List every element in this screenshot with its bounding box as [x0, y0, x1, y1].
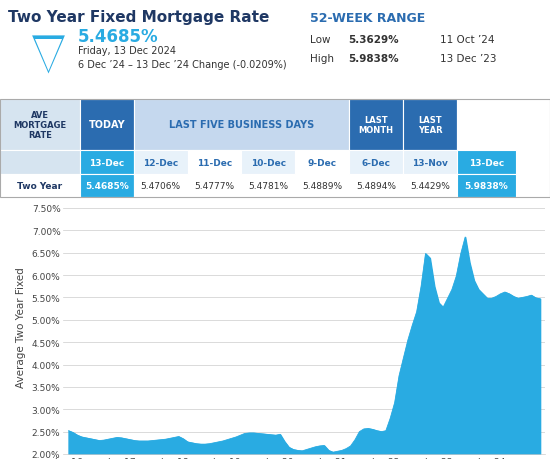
Bar — [0, 175, 80, 197]
Bar — [403, 175, 457, 197]
Text: 5.9838%: 5.9838% — [348, 54, 399, 64]
Text: Two Year Fixed Mortgage Rate: Two Year Fixed Mortgage Rate — [8, 10, 270, 25]
Polygon shape — [30, 35, 67, 78]
Polygon shape — [35, 40, 62, 72]
Text: LAST FIVE BUSINESS DAYS: LAST FIVE BUSINESS DAYS — [169, 120, 314, 130]
Bar — [134, 100, 349, 151]
Bar — [188, 175, 241, 197]
Bar — [188, 151, 241, 175]
Bar — [0, 100, 80, 151]
Y-axis label: Average Two Year Fixed: Average Two Year Fixed — [16, 267, 26, 387]
Text: 9-Dec: 9-Dec — [308, 158, 337, 168]
Bar — [457, 151, 516, 175]
Bar — [403, 151, 457, 175]
Text: 5.4706%: 5.4706% — [141, 182, 180, 191]
Bar — [349, 175, 403, 197]
Text: 52-WEEK RANGE: 52-WEEK RANGE — [310, 12, 425, 25]
Text: 5.9838%: 5.9838% — [465, 182, 508, 191]
Bar — [457, 100, 516, 151]
Text: 5.4894%: 5.4894% — [356, 182, 396, 191]
Bar — [457, 175, 516, 197]
Bar — [80, 175, 134, 197]
Text: TODAY: TODAY — [89, 120, 125, 130]
Text: 6-Dec: 6-Dec — [362, 158, 390, 168]
Text: 5.4685%: 5.4685% — [78, 28, 158, 46]
Text: Low: Low — [310, 35, 331, 45]
Text: 12-Dec: 12-Dec — [143, 158, 178, 168]
Text: High: High — [310, 54, 334, 64]
Text: LAST
YEAR: LAST YEAR — [418, 116, 442, 135]
Text: Friday, 13 Dec 2024: Friday, 13 Dec 2024 — [78, 46, 176, 56]
Bar — [80, 100, 134, 151]
Bar — [241, 151, 295, 175]
Text: 5.4781%: 5.4781% — [249, 182, 288, 191]
Text: AVE
MORTGAGE
RATE: AVE MORTGAGE RATE — [13, 110, 67, 140]
Bar — [295, 175, 349, 197]
Text: 10-Dec: 10-Dec — [251, 158, 286, 168]
Text: 5.3629%: 5.3629% — [348, 35, 399, 45]
Text: 5.4777%: 5.4777% — [195, 182, 234, 191]
Bar — [0, 151, 80, 175]
Bar — [134, 175, 188, 197]
Text: 11 Oct ’24: 11 Oct ’24 — [440, 35, 494, 45]
Bar — [80, 151, 134, 175]
Text: 5.4429%: 5.4429% — [410, 182, 450, 191]
Bar — [241, 175, 295, 197]
Bar — [295, 151, 349, 175]
Text: 13-Dec: 13-Dec — [469, 158, 504, 168]
Bar — [403, 100, 457, 151]
Text: 11-Dec: 11-Dec — [197, 158, 232, 168]
Text: LAST
MONTH: LAST MONTH — [359, 116, 394, 135]
Text: 13-Nov: 13-Nov — [412, 158, 448, 168]
Bar — [349, 151, 403, 175]
Text: 13-Dec: 13-Dec — [89, 158, 124, 168]
Text: 5.4889%: 5.4889% — [302, 182, 342, 191]
Bar — [134, 151, 188, 175]
Text: 5.4685%: 5.4685% — [85, 182, 129, 191]
Text: 13 Dec ’23: 13 Dec ’23 — [440, 54, 497, 64]
Text: 6 Dec ’24 – 13 Dec ’24 Change (-0.0209%): 6 Dec ’24 – 13 Dec ’24 Change (-0.0209%) — [78, 60, 287, 70]
Bar — [349, 100, 403, 151]
Text: Two Year: Two Year — [17, 182, 63, 191]
